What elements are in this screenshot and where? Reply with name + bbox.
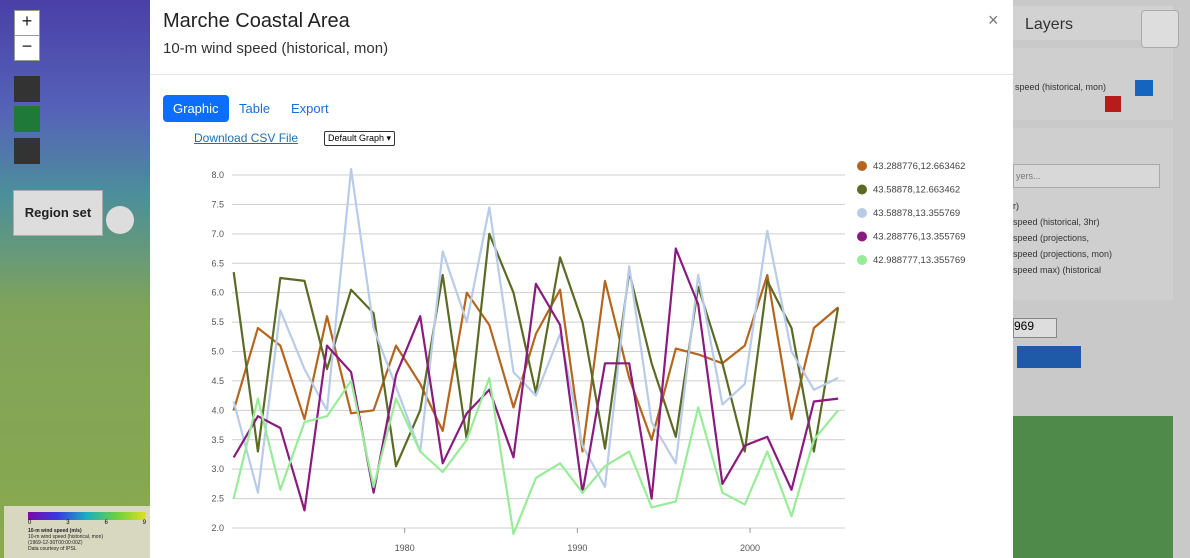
series-line (232, 232, 840, 468)
legend-label: 43.288776,12.663462 (873, 161, 965, 172)
y-tick-label: 8.0 (211, 170, 224, 180)
layer-item[interactable]: speed max) (historical (1013, 265, 1102, 275)
y-tick-label: 7.5 (211, 199, 224, 209)
graph-select[interactable]: Default Graph ▾ (324, 131, 396, 146)
legend-colorbar (28, 512, 146, 520)
legend-swatch (857, 161, 867, 171)
y-tick-label: 7.0 (211, 229, 224, 239)
map: + − Region set 0 3 6 9 10-m wind speed (m/s… (0, 0, 150, 558)
hand-tool[interactable] (14, 76, 40, 102)
mini-map (1013, 416, 1173, 558)
y-tick-label: 5.5 (211, 317, 224, 327)
y-tick-label: 2.0 (211, 523, 224, 533)
legend-label: 43.58878,13.355769 (873, 208, 960, 219)
y-tick-label: 6.0 (211, 288, 224, 298)
y-tick-label: 3.5 (211, 435, 224, 445)
layer-item[interactable]: speed (projections, mon) (1013, 249, 1113, 259)
series-line (232, 168, 839, 494)
legend-sub: 10-m wind speed (historical, mon) (28, 534, 104, 540)
zoom-in[interactable]: + (14, 10, 40, 36)
date-input[interactable]: 969 (1013, 318, 1057, 338)
search-placeholder: yers... (1016, 171, 1041, 181)
legend-swatch (857, 255, 867, 265)
legend-date: (1969-12-30T00:00:00Z) (28, 540, 83, 546)
legend-label: 42.988777,13.355769 (873, 255, 965, 266)
active-layer: speed (historical, mon) (1015, 82, 1107, 92)
legend-swatch (857, 184, 867, 195)
graph-select-label: Default Graph (328, 133, 385, 143)
x-tick-label: 1990 (567, 543, 587, 553)
y-tick-label: 2.5 (211, 494, 224, 504)
date-value: 969 (1014, 319, 1035, 333)
close-button[interactable]: × (988, 10, 999, 30)
layers-title: Layers (1025, 16, 1074, 33)
y-tick-label: 3.0 (211, 464, 224, 474)
legend-tick: 6 (104, 520, 108, 526)
legend-label: 43.58878,12.663462 (873, 185, 960, 196)
legend-label: 43.288776,13.355769 (873, 232, 965, 243)
pin-tool[interactable] (14, 106, 40, 132)
layer-list: r) speed (historical, 3hr) speed (projec… (1013, 198, 1112, 278)
download-link[interactable]: Download CSV File (194, 131, 299, 145)
chart: 2.0 2.5 3.0 3.5 4.0 4.5 5.0 5.5 6.0 6.5 7.0 7.5 8.0 1… (211, 161, 965, 553)
legend-swatch (857, 231, 867, 242)
layer-info[interactable] (1135, 80, 1153, 96)
globe-button[interactable] (106, 206, 134, 234)
tab-graphic[interactable]: Graphic (163, 95, 229, 122)
layer-search[interactable]: yers... (1013, 164, 1160, 188)
zoom-out[interactable]: − (14, 35, 40, 61)
legend-credit: Data courtesy of IPSL (28, 546, 77, 552)
divider (150, 74, 1013, 75)
y-tick-label: 6.5 (211, 258, 224, 268)
region-button[interactable]: Region set (13, 190, 103, 236)
y-tick-label: 4.0 (211, 405, 224, 415)
legend-title: 10-m wind speed (m/s) (28, 528, 82, 534)
x-tick-label: 1980 (395, 543, 415, 553)
available-layers (1013, 128, 1173, 300)
layer-item[interactable]: speed (historical, 3hr) (1013, 217, 1100, 227)
legend-tick: 0 (28, 520, 32, 526)
modal: Marche Coastal Area 10-m wind speed (his… (150, 0, 1013, 558)
legend-swatch (857, 208, 867, 218)
legend-ticks: 0 3 6 9 (28, 520, 146, 526)
y-tick-label: 5.0 (211, 347, 224, 357)
map-legend: 0 3 6 9 10-m wind speed (m/s) 10-m wind spe… (4, 506, 150, 558)
legend-tick: 9 (142, 520, 146, 526)
series-line (232, 273, 839, 453)
tab-export[interactable]: Export (291, 101, 329, 116)
layer-item[interactable]: r) (1013, 201, 1019, 211)
y-tick-label: 4.5 (211, 376, 224, 386)
playback-buttons[interactable] (1017, 346, 1081, 368)
modal-subtitle: 10-m wind speed (historical, mon) (163, 40, 389, 57)
series-line (232, 247, 839, 512)
tab-table[interactable]: Table (239, 101, 271, 116)
x-tick-label: 2000 (740, 543, 760, 553)
modal-title: Marche Coastal Area (163, 10, 350, 32)
layer-item[interactable]: speed (projections, (1013, 233, 1090, 243)
layer-delete[interactable] (1105, 96, 1121, 112)
flag-tool[interactable] (14, 138, 40, 164)
series-line (232, 376, 839, 535)
legend-text: 10-m wind speed (m/s) 10-m wind speed (h… (28, 528, 103, 552)
layers-panel: Layers speed (historical, mon) yers... r… (1013, 0, 1190, 558)
layers-toggle[interactable] (1141, 10, 1179, 48)
legend-tick: 3 (66, 520, 70, 526)
